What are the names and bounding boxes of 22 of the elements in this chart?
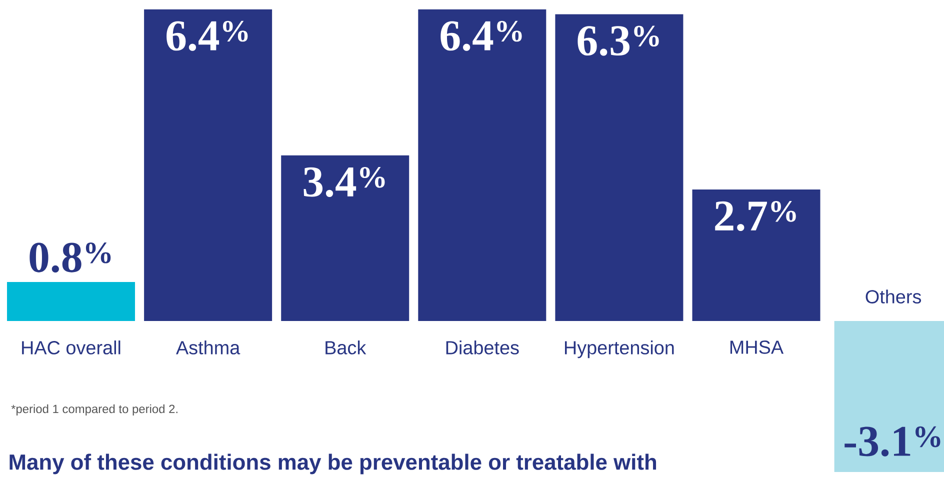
bar: [692, 190, 820, 321]
x-tick-label: Diabetes: [446, 340, 519, 354]
bar: [555, 14, 684, 321]
bar: [7, 282, 135, 321]
data-label: -3.1$^{%}$: [844, 426, 940, 456]
x-tick-label: MHSA: [730, 340, 784, 354]
x-tick-label: HAC overall: [22, 340, 120, 354]
x-tick-label: Hypertension: [564, 340, 674, 358]
data-label: 6.4$^{%}$: [440, 20, 522, 51]
x-tick-label: Asthma: [176, 340, 240, 354]
x-tick-label: Others: [866, 290, 922, 304]
data-label: 6.4$^{%}$: [166, 20, 248, 51]
data-label: 3.4$^{%}$: [304, 166, 385, 197]
annotation: *period 1 compared to period 2.: [11, 404, 178, 416]
bar: [281, 155, 410, 321]
data-label: 0.8$^{%}$: [30, 242, 111, 273]
bar: [144, 9, 272, 321]
bar: [418, 9, 546, 321]
data-label: 2.7$^{%}$: [715, 201, 796, 232]
text: Many of these conditions may be preventable or treatable with: [10, 454, 656, 474]
x-tick-label: Back: [326, 340, 366, 354]
data-label: 6.3$^{%}$: [578, 26, 659, 56]
